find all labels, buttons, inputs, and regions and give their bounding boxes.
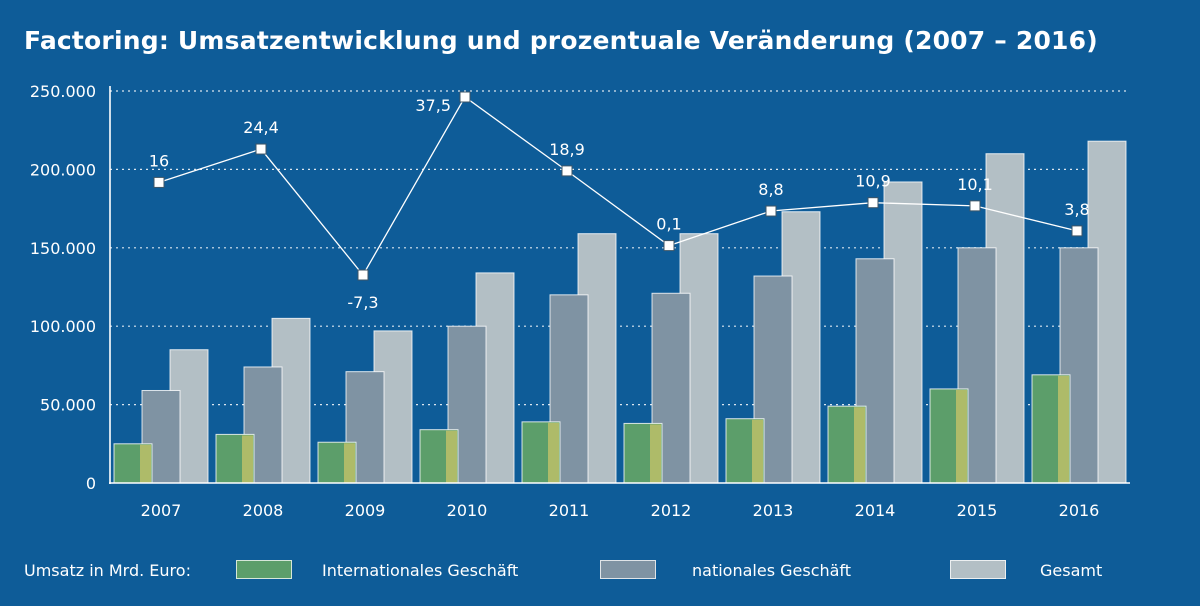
y-tick-label: 150.000: [30, 239, 96, 258]
x-tick-label: 2016: [1059, 501, 1100, 520]
chart-title: Factoring: Umsatzentwicklung und prozent…: [24, 26, 1098, 55]
bar-international-highlight: [344, 443, 355, 483]
percent-change-marker: [1071, 225, 1083, 237]
bar-international-highlight: [1058, 375, 1069, 483]
legend-label-international: Internationales Geschäft: [322, 561, 519, 580]
percent-change-label: 18,9: [549, 140, 585, 159]
percent-change-label: 0,1: [656, 215, 681, 234]
bar-international-highlight: [650, 424, 661, 483]
legend-swatch-national: [600, 560, 656, 579]
legend-prefix: Umsatz in Mrd. Euro:: [24, 561, 191, 580]
bar-international-highlight: [140, 444, 151, 483]
percent-change-label: 3,8: [1064, 200, 1089, 219]
percent-change-label: 16: [149, 151, 169, 170]
percent-change-marker: [459, 91, 471, 103]
percent-change-marker: [969, 200, 981, 212]
axes: 0 50.000 100.000 150.000 200.000 250.000 2007 2…: [30, 82, 1130, 520]
legend-label-national: nationales Geschäft: [692, 561, 852, 580]
percent-change-marker: [357, 269, 369, 281]
y-tick-label: 200.000: [30, 160, 96, 179]
x-tick-label: 2010: [447, 501, 488, 520]
x-tick-label: 2007: [141, 501, 182, 520]
x-tick-label: 2009: [345, 501, 386, 520]
percent-change-marker: [765, 205, 777, 217]
percent-change-line: 16 24,4 -7,3 37,5 18,9 0,1 8,8 10,9 10,1 3,8: [149, 91, 1090, 312]
bar-international-highlight: [548, 422, 559, 483]
x-tick-label: 2015: [957, 501, 998, 520]
x-tick-label: 2011: [549, 501, 590, 520]
x-tick-label: 2014: [855, 501, 896, 520]
percent-change-label: 24,4: [243, 118, 279, 137]
legend-label-gesamt: Gesamt: [1040, 561, 1103, 580]
legend-swatch-international: [236, 560, 292, 579]
x-tick-label: 2013: [753, 501, 794, 520]
y-tick-label: 0: [86, 474, 96, 493]
percent-change-marker: [255, 143, 267, 155]
bar-international-highlight: [854, 407, 865, 483]
percent-change-marker: [663, 240, 675, 252]
bars: [113, 140, 1127, 484]
bar-international-highlight: [752, 419, 763, 483]
y-tick-label: 50.000: [40, 396, 96, 415]
percent-change-label: 10,9: [855, 172, 891, 191]
percent-change-label: 10,1: [957, 175, 993, 194]
percent-change-marker: [153, 176, 165, 188]
percent-change-polyline: [158, 96, 1078, 277]
y-tick-label: 250.000: [30, 82, 96, 101]
x-tick-label: 2008: [243, 501, 284, 520]
percent-change-marker: [867, 197, 879, 209]
bar-international-highlight: [446, 430, 457, 483]
percent-change-label: 37,5: [415, 96, 451, 115]
y-tick-label: 100.000: [30, 317, 96, 336]
percent-change-marker: [561, 165, 573, 177]
percent-change-label: 8,8: [758, 180, 783, 199]
bar-international-highlight: [242, 435, 253, 483]
x-tick-label: 2012: [651, 501, 692, 520]
legend: Umsatz in Mrd. Euro: Internationales Ges…: [0, 556, 1200, 586]
legend-swatch-gesamt: [950, 560, 1006, 579]
bar-international-highlight: [956, 389, 967, 483]
percent-change-label: -7,3: [347, 293, 378, 312]
